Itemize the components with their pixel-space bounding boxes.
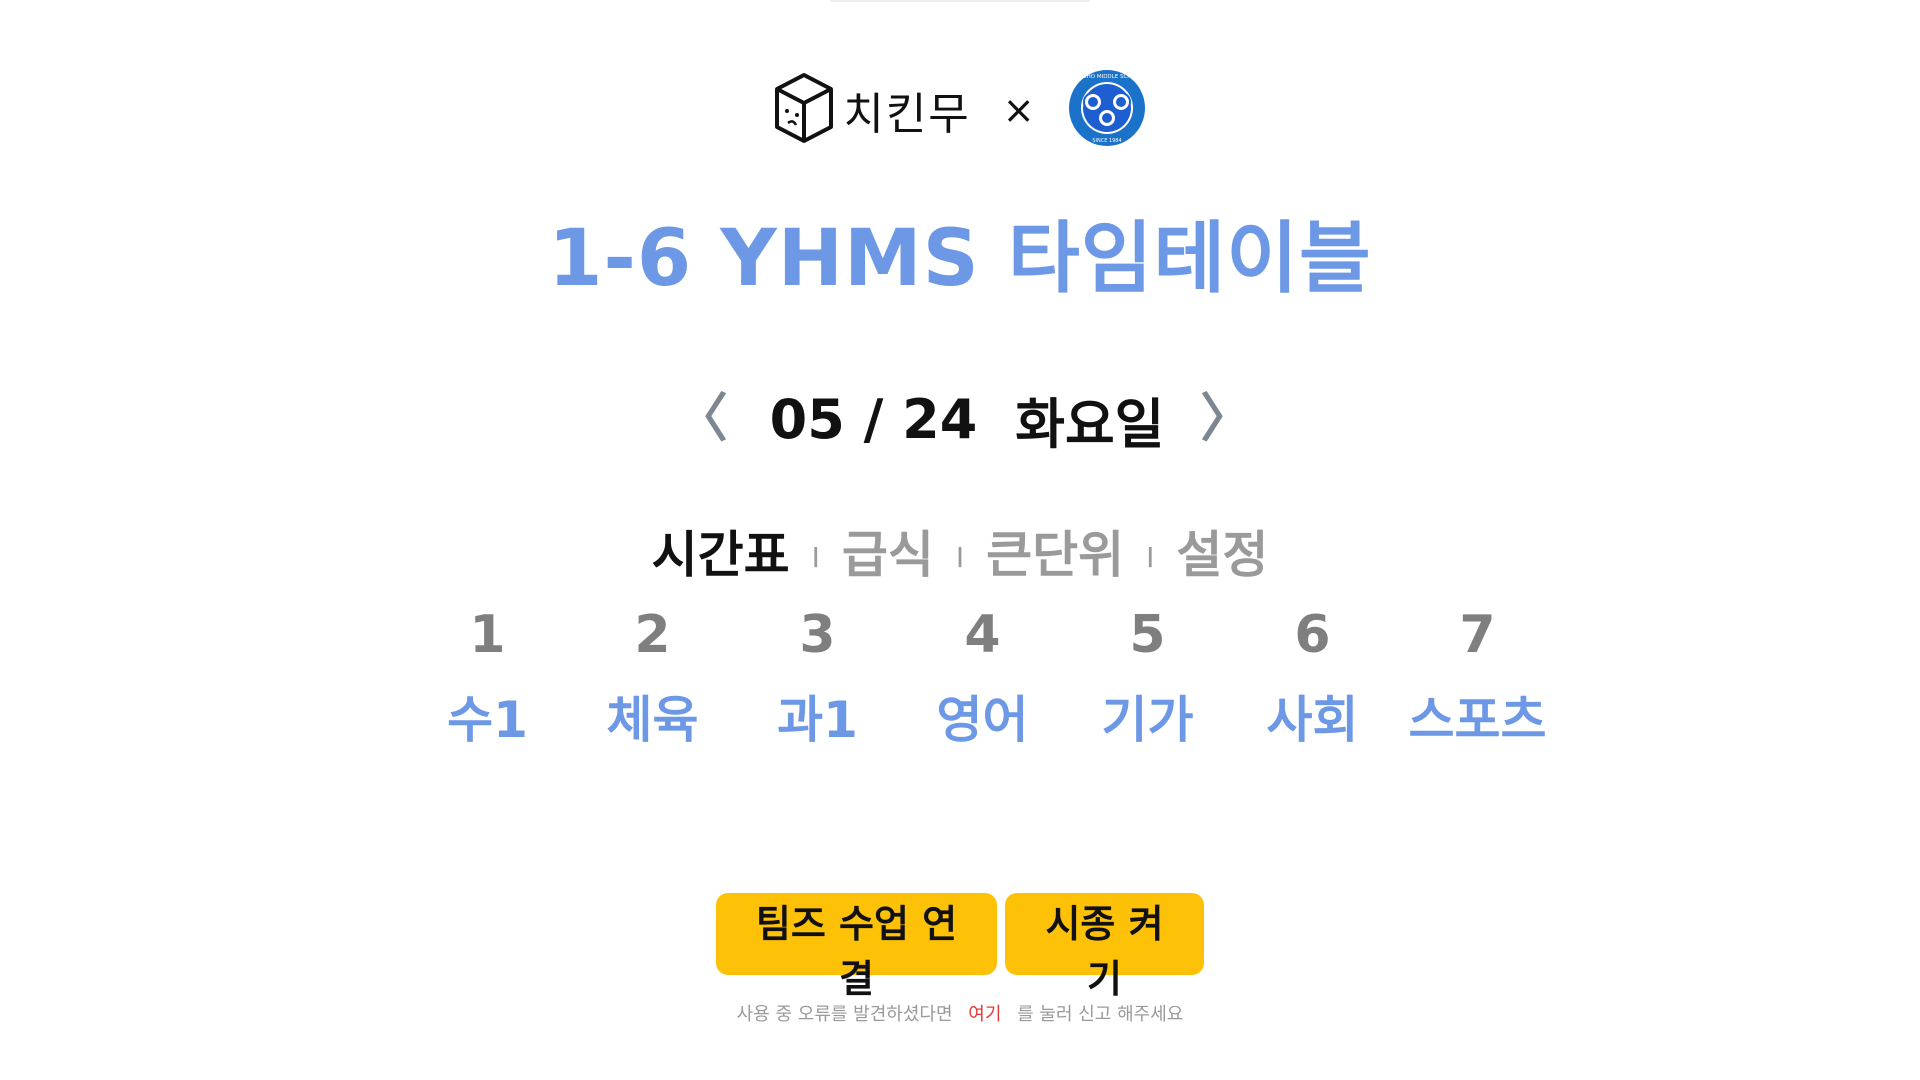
tab-meal[interactable]: 급식 [841,526,934,584]
previous-day-button[interactable]: 〈 [675,389,728,449]
school-emblem-icon: YONGHO MIDDLE SCHOOL SINCE 1984 [1067,68,1147,152]
period-subject[interactable]: 영어 [936,691,1029,749]
tab-bar: 시간표 I 급식 I 큰단위 I 설정 [0,516,1920,586]
tab-separator: I [955,540,965,574]
period-number: 4 [964,605,1001,665]
bell-toggle-button[interactable]: 시종 켜기 [1005,893,1204,1001]
current-date: 05 / 24 [769,387,978,451]
tab-timetable[interactable]: 시간표 [651,526,790,584]
top-divider [830,0,1090,2]
period-column: 1 수1 [405,600,570,760]
period-number: 5 [1129,605,1166,665]
tab-separator: I [811,540,820,574]
period-column: 3 과1 [735,600,900,760]
period-number: 7 [1459,605,1496,665]
cube-face-icon [773,71,835,149]
report-link[interactable]: 여기 [968,1004,1002,1025]
period-subject[interactable]: 기가 [1101,691,1194,749]
period-column: 7 스포츠 [1395,600,1560,760]
tab-large-unit[interactable]: 큰단위 [986,526,1125,584]
cross-mark: × [1002,88,1035,132]
tab-settings[interactable]: 설정 [1176,526,1269,584]
period-number: 6 [1294,605,1331,665]
current-weekday: 화요일 [1015,392,1165,456]
action-buttons: 팀즈 수업 연결 시종 켜기 [0,893,1920,1001]
period-subject[interactable]: 스포츠 [1408,691,1547,749]
period-subject[interactable]: 과1 [777,691,858,749]
date-navigator: 〈 05 / 24 화요일 〉 [0,384,1920,456]
period-subject[interactable]: 수1 [447,691,528,749]
period-number: 1 [469,605,506,665]
svg-text:YONGHO MIDDLE SCHOOL: YONGHO MIDDLE SCHOOL [1069,74,1143,80]
period-column: 2 체육 [570,600,735,760]
teams-class-connect-button[interactable]: 팀즈 수업 연결 [716,893,997,1001]
period-column: 4 영어 [900,600,1065,760]
logo-row: 치킨무 × YONGHO MIDDLE SCHOOL SINCE 1984 [0,70,1920,150]
footer-text-before: 사용 중 오류를 발견하셨다면 [736,1004,953,1025]
tab-separator: I [1146,540,1155,574]
next-day-button[interactable]: 〉 [1200,389,1253,449]
period-column: 5 기가 [1065,600,1230,760]
period-subject[interactable]: 사회 [1266,691,1359,749]
timetable-periods: 1 수1 2 체육 3 과1 4 영어 5 기가 6 사회 7 스포츠 [405,600,1560,760]
svg-text:SINCE 1984: SINCE 1984 [1092,138,1121,144]
period-column: 6 사회 [1230,600,1395,760]
period-subject[interactable]: 체육 [606,691,699,749]
period-number: 3 [799,605,836,665]
period-number: 2 [634,605,671,665]
footer-report-note: 사용 중 오류를 발견하셨다면 여기 를 눌러 신고 해주세요 [0,1000,1920,1026]
brand-text: 치킨무 [843,89,971,140]
brand-logo: 치킨무 [773,71,970,149]
footer-text-after: 를 눌러 신고 해주세요 [1017,1004,1184,1025]
page-title: 1-6 YHMS 타임테이블 [548,214,1372,304]
